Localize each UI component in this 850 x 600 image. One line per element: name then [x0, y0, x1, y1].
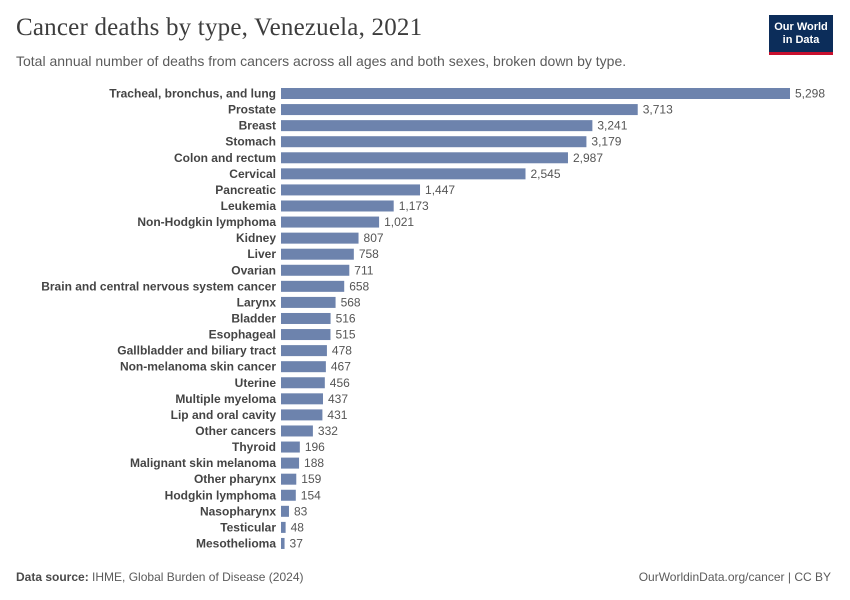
value-label-non-hodgkin-lymphoma: 1,021 — [384, 215, 414, 229]
bar-esophageal[interactable] — [281, 329, 331, 341]
category-label-brain-and-central-nervous-system-cancer: Brain and central nervous system cancer — [41, 279, 276, 293]
value-label-hodgkin-lymphoma: 154 — [301, 488, 321, 502]
value-label-ovarian: 711 — [354, 263, 373, 277]
value-label-prostate: 3,713 — [643, 103, 673, 117]
value-label-nasopharynx: 83 — [294, 504, 308, 518]
category-label-uterine: Uterine — [235, 376, 277, 390]
category-label-liver: Liver — [247, 247, 276, 261]
value-label-bladder: 516 — [336, 311, 356, 325]
category-label-other-pharynx: Other pharynx — [194, 472, 276, 486]
bars-group: Tracheal, bronchus, and lung 5,298 Prostat… — [41, 87, 825, 551]
category-label-prostate: Prostate — [228, 103, 276, 117]
bar-thyroid[interactable] — [281, 441, 300, 453]
bar-other-pharynx[interactable] — [281, 473, 297, 485]
value-label-lip-and-oral-cavity: 431 — [327, 408, 347, 422]
bar-multiple-myeloma[interactable] — [281, 393, 323, 405]
value-label-malignant-skin-melanoma: 188 — [304, 456, 324, 470]
value-label-gallbladder-and-biliary-tract: 478 — [332, 344, 352, 358]
category-label-mesothelioma: Mesothelioma — [196, 536, 276, 550]
category-label-testicular: Testicular — [220, 520, 276, 534]
category-label-esophageal: Esophageal — [209, 328, 276, 342]
bar-hodgkin-lymphoma[interactable] — [281, 489, 296, 501]
data-source-label: Data source: — [16, 570, 89, 584]
value-label-kidney: 807 — [364, 231, 384, 245]
value-label-larynx: 568 — [341, 295, 361, 309]
value-label-liver: 758 — [359, 247, 379, 261]
bar-mesothelioma[interactable] — [281, 537, 285, 549]
bar-other-cancers[interactable] — [281, 425, 313, 437]
bar-nasopharynx[interactable] — [281, 505, 289, 517]
category-label-hodgkin-lymphoma: Hodgkin lymphoma — [165, 488, 277, 502]
bar-gallbladder-and-biliary-tract[interactable] — [281, 345, 327, 357]
bar-pancreatic[interactable] — [281, 184, 421, 196]
category-label-malignant-skin-melanoma: Malignant skin melanoma — [130, 456, 276, 470]
bar-colon-and-rectum[interactable] — [281, 152, 568, 164]
category-label-gallbladder-and-biliary-tract: Gallbladder and biliary tract — [117, 344, 276, 358]
bar-brain-and-central-nervous-system-cancer[interactable] — [281, 280, 345, 292]
value-label-non-melanoma-skin-cancer: 467 — [331, 360, 351, 374]
category-label-tracheal-bronchus-and-lung: Tracheal, bronchus, and lung — [109, 87, 276, 101]
category-label-colon-and-rectum: Colon and rectum — [174, 151, 276, 165]
value-label-leukemia: 1,173 — [399, 199, 429, 213]
category-label-cervical: Cervical — [229, 167, 276, 181]
value-label-breast: 3,241 — [597, 119, 627, 133]
value-label-cervical: 2,545 — [531, 167, 561, 181]
credit-link[interactable]: OurWorldinData.org/cancer | CC BY — [638, 570, 831, 584]
category-label-stomach: Stomach — [225, 135, 276, 149]
bar-stomach[interactable] — [281, 136, 587, 148]
data-source-text[interactable]: IHME, Global Burden of Disease (2024) — [92, 570, 304, 584]
category-label-nasopharynx: Nasopharynx — [200, 504, 276, 518]
value-label-mesothelioma: 37 — [290, 536, 304, 550]
bar-malignant-skin-melanoma[interactable] — [281, 457, 300, 469]
value-label-multiple-myeloma: 437 — [328, 392, 348, 406]
category-label-leukemia: Leukemia — [221, 199, 277, 213]
value-label-pancreatic: 1,447 — [425, 183, 455, 197]
value-label-stomach: 3,179 — [591, 135, 621, 149]
category-label-other-cancers: Other cancers — [195, 424, 276, 438]
bar-tracheal-bronchus-and-lung[interactable] — [281, 88, 790, 99]
bar-lip-and-oral-cavity[interactable] — [281, 409, 323, 421]
category-label-bladder: Bladder — [231, 311, 276, 325]
value-label-testicular: 48 — [291, 520, 305, 534]
value-label-other-cancers: 332 — [318, 424, 338, 438]
category-label-larynx: Larynx — [237, 295, 277, 309]
bar-prostate[interactable] — [281, 104, 638, 116]
logo-line-2: in Data — [782, 33, 820, 46]
bar-bladder[interactable] — [281, 312, 331, 324]
bar-non-melanoma-skin-cancer[interactable] — [281, 361, 326, 373]
category-label-breast: Breast — [239, 119, 276, 133]
category-label-non-hodgkin-lymphoma: Non-Hodgkin lymphoma — [137, 215, 276, 229]
category-label-ovarian: Ovarian — [231, 263, 276, 277]
bar-ovarian[interactable] — [281, 264, 350, 276]
value-label-uterine: 456 — [330, 376, 350, 390]
data-source: Data source: IHME, Global Burden of Dise… — [16, 570, 303, 584]
value-label-esophageal: 515 — [335, 328, 355, 342]
bar-breast[interactable] — [281, 120, 593, 132]
bar-uterine[interactable] — [281, 377, 325, 389]
chart-title: Cancer deaths by type, Venezuela, 2021 — [16, 14, 423, 41]
bar-non-hodgkin-lymphoma[interactable] — [281, 216, 380, 228]
value-label-thyroid: 196 — [305, 440, 325, 454]
owid-logo[interactable]: Our World in Data — [769, 15, 833, 55]
value-label-colon-and-rectum: 2,987 — [573, 151, 603, 165]
bar-cervical[interactable] — [281, 168, 526, 180]
category-label-pancreatic: Pancreatic — [215, 183, 276, 197]
category-label-kidney: Kidney — [236, 231, 276, 245]
bar-testicular[interactable] — [281, 521, 286, 533]
bar-liver[interactable] — [281, 248, 354, 260]
category-label-multiple-myeloma: Multiple myeloma — [175, 392, 276, 406]
bar-kidney[interactable] — [281, 232, 359, 244]
bar-larynx[interactable] — [281, 296, 336, 308]
category-label-non-melanoma-skin-cancer: Non-melanoma skin cancer — [120, 360, 276, 374]
chart-subtitle: Total annual number of deaths from cance… — [16, 53, 627, 69]
logo-line-1: Our World — [774, 20, 828, 33]
bar-leukemia[interactable] — [281, 200, 394, 212]
value-label-brain-and-central-nervous-system-cancer: 658 — [349, 279, 369, 293]
category-label-thyroid: Thyroid — [232, 440, 276, 454]
value-label-other-pharynx: 159 — [301, 472, 321, 486]
category-label-lip-and-oral-cavity: Lip and oral cavity — [171, 408, 277, 422]
value-label-tracheal-bronchus-and-lung: 5,298 — [795, 87, 825, 101]
